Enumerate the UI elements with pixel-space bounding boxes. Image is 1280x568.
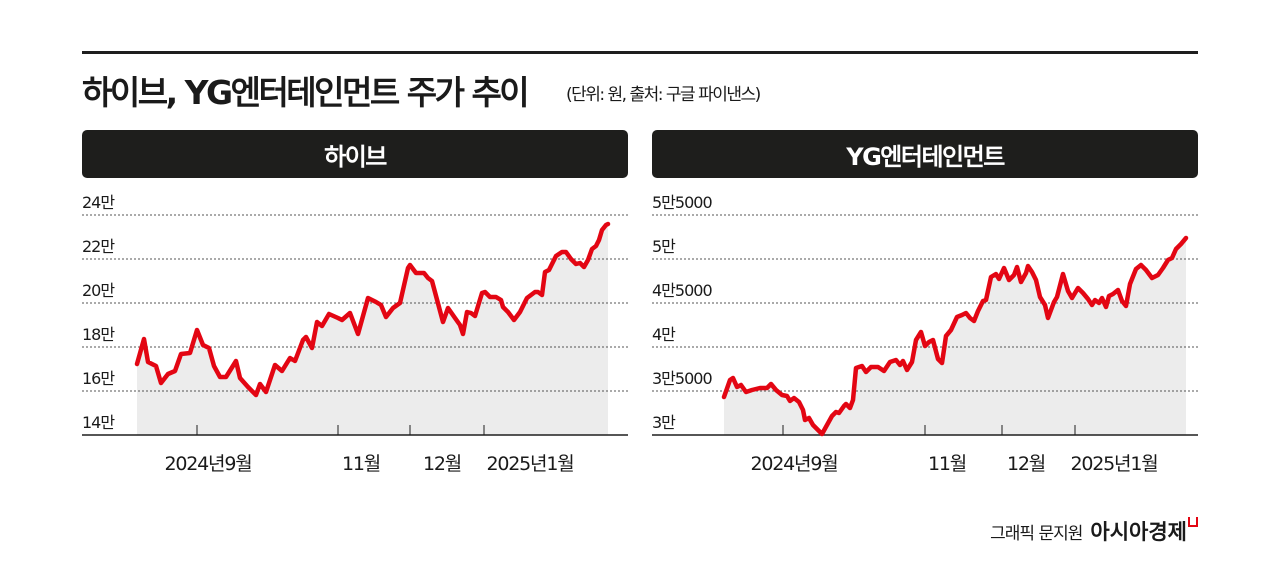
y-label: 4만 xyxy=(652,325,676,344)
y-label: 3만 xyxy=(652,413,676,432)
brand-name: 아시아경제 xyxy=(1090,520,1187,544)
y-label: 3만5000 xyxy=(652,369,712,388)
y-label: 4만5000 xyxy=(652,281,712,300)
credit: 그래픽 문지원 아시아경제 xyxy=(990,516,1198,546)
graphic-credit: 그래픽 문지원 xyxy=(990,524,1083,544)
page-title: 하이브, YG엔터테인먼트 주가 추이 xyxy=(82,73,530,112)
x-label: 12월 xyxy=(1007,453,1045,475)
y-label: 5만 xyxy=(652,237,676,256)
x-label: 11월 xyxy=(928,453,966,475)
area-fill-hybe xyxy=(137,224,608,435)
price-line-yg xyxy=(721,235,1189,437)
area-fill-yg xyxy=(724,238,1186,435)
y-label: 18만 xyxy=(82,325,115,344)
y-label: 14만 xyxy=(82,413,115,432)
page-subtitle: (단위: 원, 출처: 구글 파이낸스) xyxy=(566,85,761,105)
x-label: 2024년9월 xyxy=(750,453,837,475)
chart-yg: 5만5000 5만 4만5000 4만 3만5000 3만 2024년9월 11… xyxy=(652,193,1198,475)
x-label: 2025년1월 xyxy=(486,453,573,475)
y-label: 5만5000 xyxy=(652,193,712,212)
gridlines-hybe xyxy=(82,214,628,392)
top-rule xyxy=(82,51,1198,54)
x-ticks-yg xyxy=(782,425,1076,435)
chart-hybe: 24만 22만 20만 18만 16만 14만 2024년9월 11월 12월 … xyxy=(82,193,628,475)
x-label: 12월 xyxy=(423,453,461,475)
x-label: 11월 xyxy=(342,453,380,475)
price-line-hybe xyxy=(134,221,611,398)
charts-canvas: 24만 22만 20만 18만 16만 14만 2024년9월 11월 12월 … xyxy=(82,193,1198,475)
brand-logo: 아시아경제 xyxy=(1090,516,1198,546)
y-label: 22만 xyxy=(82,237,115,256)
x-label: 2025년1월 xyxy=(1070,453,1157,475)
y-label: 16만 xyxy=(82,369,115,388)
panel-title-hybe: 하이브 xyxy=(82,130,628,178)
brand-mark-icon xyxy=(1188,517,1198,527)
x-ticks-hybe xyxy=(196,425,485,435)
y-label: 24만 xyxy=(82,193,115,212)
x-label: 2024년9월 xyxy=(164,453,251,475)
panel-title-yg: YG엔터테인먼트 xyxy=(652,130,1198,178)
y-label: 20만 xyxy=(82,281,115,300)
